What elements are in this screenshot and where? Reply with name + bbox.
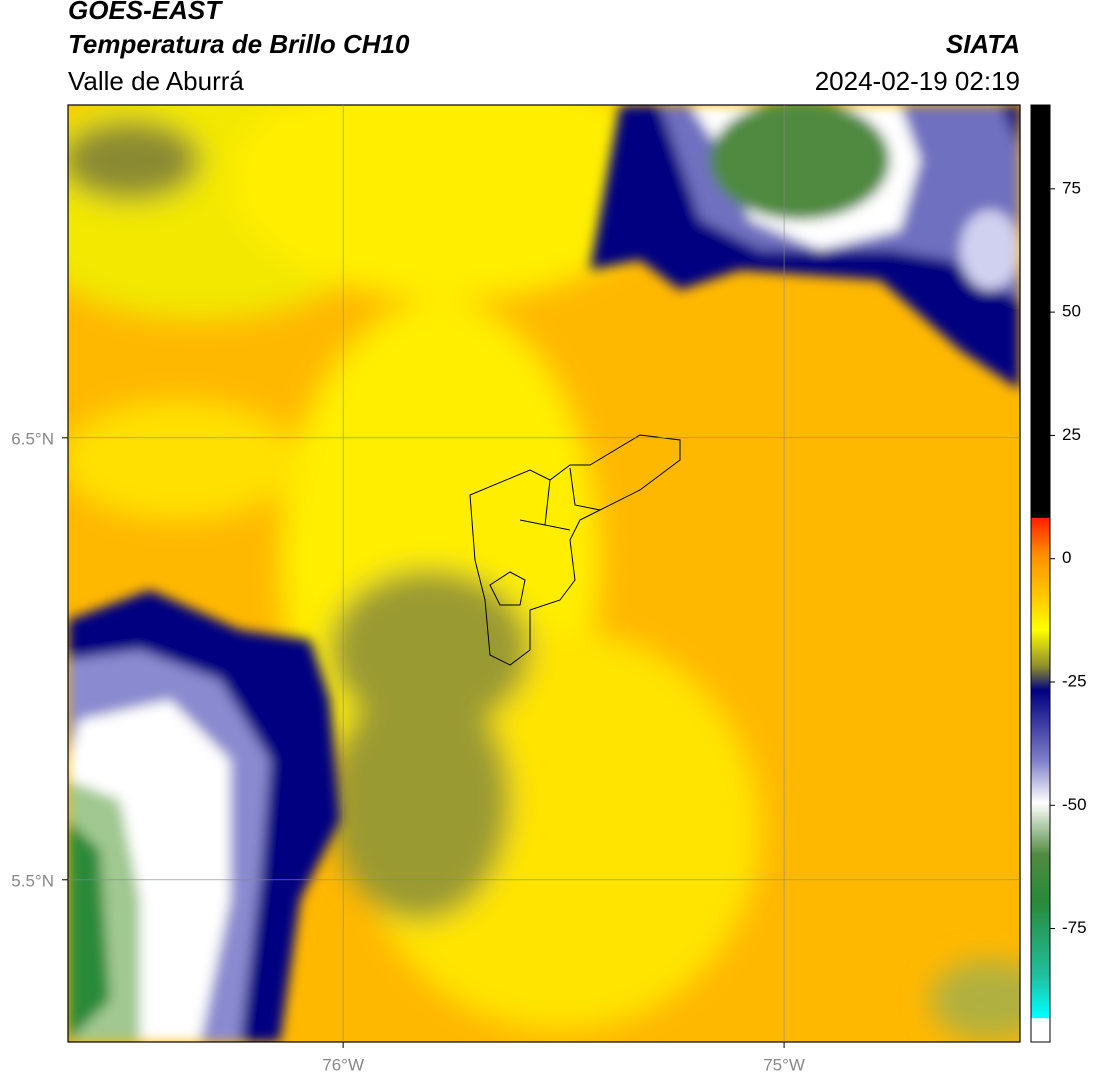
title: Temperatura de Brillo CH10: [68, 29, 410, 59]
datetime: 2024-02-19 02:19: [815, 66, 1020, 96]
y-tick-label: 5.5°N: [11, 871, 54, 890]
colorbar-tick-label: -75: [1062, 918, 1087, 937]
x-tick-label: 75°W: [763, 1055, 805, 1074]
map-frame: [67, 104, 1021, 1043]
satellite-image: [68, 105, 1020, 1042]
colorbar-tick-label: 50: [1062, 302, 1081, 321]
source: GOES-EAST: [68, 0, 223, 25]
region: Valle de Aburrá: [68, 66, 244, 96]
colorbar-tick-label: 75: [1062, 178, 1081, 197]
colorbar-tick-label: 0: [1062, 548, 1071, 567]
x-tick-label: 76°W: [322, 1055, 364, 1074]
y-tick-label: 6.5°N: [11, 429, 54, 448]
colorbar-tick-label: -50: [1062, 795, 1087, 814]
colorbar: [1030, 104, 1051, 1043]
institution: SIATA: [946, 29, 1020, 59]
colorbar-tick-label: 25: [1062, 425, 1081, 444]
colorbar-tick-label: -25: [1062, 671, 1087, 690]
